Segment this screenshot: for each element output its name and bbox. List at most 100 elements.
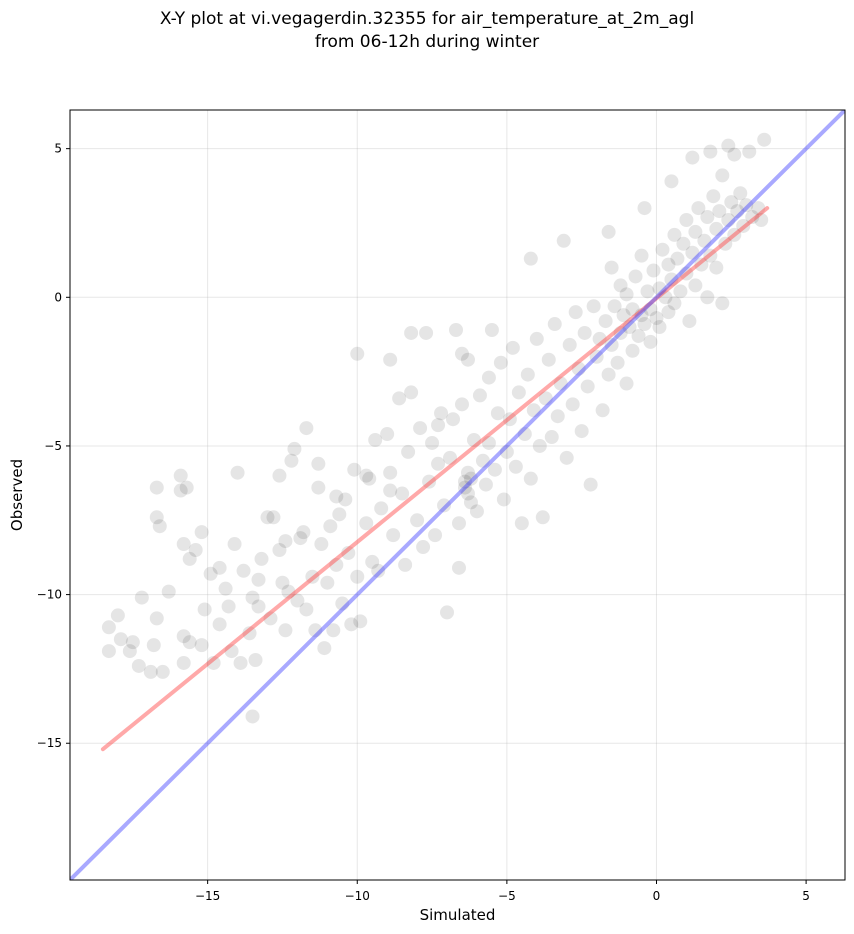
scatter-point	[616, 308, 631, 323]
scatter-point	[577, 325, 592, 340]
scatter-point	[131, 658, 146, 673]
scatter-point	[161, 584, 176, 599]
scatter-point	[634, 248, 649, 263]
scatter-point	[664, 272, 679, 287]
scatter-point	[236, 563, 251, 578]
scatter-point	[664, 174, 679, 189]
x-tick-label: 5	[802, 889, 810, 903]
scatter-point	[284, 453, 299, 468]
identity-line	[70, 110, 845, 880]
scatter-point	[272, 468, 287, 483]
scatter-point	[499, 444, 514, 459]
scatter-point	[508, 459, 523, 474]
scatter-point	[457, 480, 472, 495]
x-tick-label: −5	[498, 889, 516, 903]
scatter-point	[454, 346, 469, 361]
scatter-point	[311, 456, 326, 471]
scatter-point	[523, 251, 538, 266]
scatter-point	[667, 296, 682, 311]
scatter-point	[260, 510, 275, 525]
scatter-point	[550, 409, 565, 424]
scatter-point	[404, 325, 419, 340]
scatter-point	[425, 435, 440, 450]
scatter-point	[523, 471, 538, 486]
scatter-point	[715, 296, 730, 311]
scatter-point	[637, 201, 652, 216]
scatter-point	[727, 227, 742, 242]
y-tick-label: −5	[44, 439, 62, 453]
scatter-point	[682, 314, 697, 329]
scatter-point	[715, 168, 730, 183]
scatter-point	[176, 655, 191, 670]
scatter-point	[110, 608, 125, 623]
scatter-point	[155, 664, 170, 679]
scatter-point	[559, 450, 574, 465]
scatter-point	[544, 430, 559, 445]
scatter-point	[661, 257, 676, 272]
scatter-point	[691, 201, 706, 216]
scatter-point	[451, 560, 466, 575]
scatter-point	[317, 641, 332, 656]
scatter-point	[475, 453, 490, 468]
scatter-point	[266, 510, 281, 525]
scatter-point	[541, 352, 556, 367]
scatter-point	[514, 516, 529, 531]
scatter-point	[568, 305, 583, 320]
scatter-point	[613, 325, 628, 340]
scatter-point	[610, 355, 625, 370]
scatter-point	[245, 709, 260, 724]
scatter-point	[308, 623, 323, 638]
scatter-point	[344, 617, 359, 632]
scatter-point	[580, 379, 595, 394]
scatter-point	[655, 242, 670, 257]
scatter-point	[176, 629, 191, 644]
scatter-point	[134, 590, 149, 605]
scatter-point	[365, 554, 380, 569]
scatter-point	[652, 320, 667, 335]
scatter-point	[592, 331, 607, 346]
scatter-point	[688, 278, 703, 293]
scatter-point	[733, 186, 748, 201]
scatter-point	[398, 557, 413, 572]
scatter-point	[472, 388, 487, 403]
scatter-point	[700, 290, 715, 305]
scatter-point	[604, 337, 619, 352]
scatter-point	[754, 213, 769, 227]
scatter-point	[383, 352, 398, 367]
x-tick-label: 0	[653, 889, 661, 903]
scatter-point	[595, 403, 610, 418]
scatter-point	[335, 596, 350, 611]
scatter-point	[709, 221, 724, 236]
scatter-point	[601, 224, 616, 239]
scatter-point	[122, 644, 137, 659]
scatter-point	[601, 367, 616, 382]
scatter-point	[622, 320, 637, 335]
scatter-point	[712, 204, 727, 219]
scatter-point	[401, 444, 416, 459]
scatter-point	[272, 543, 287, 557]
scatter-point	[709, 260, 724, 275]
scatter-point	[278, 534, 293, 549]
scatter-point	[386, 528, 401, 543]
scatter-point	[350, 346, 365, 361]
scatter-point	[353, 614, 368, 629]
scatter-point	[625, 343, 640, 358]
scatter-point	[619, 376, 634, 391]
scatter-point	[643, 334, 658, 349]
scatter-point	[443, 450, 458, 465]
scatter-point	[326, 623, 341, 638]
scatter-point	[173, 468, 188, 483]
scatter-point	[688, 224, 703, 239]
scatter-point	[457, 474, 472, 489]
scatter-point	[565, 397, 580, 412]
scatter-point	[383, 465, 398, 480]
scatter-point	[679, 213, 694, 227]
scatter-point	[667, 227, 682, 242]
plot-frame	[69, 109, 846, 881]
scatter-point	[242, 626, 257, 641]
scatter-point	[149, 480, 164, 495]
scatter-point	[233, 655, 248, 670]
scatter-point	[571, 361, 586, 376]
scatter-point	[203, 566, 218, 581]
scatter-point	[460, 486, 475, 501]
